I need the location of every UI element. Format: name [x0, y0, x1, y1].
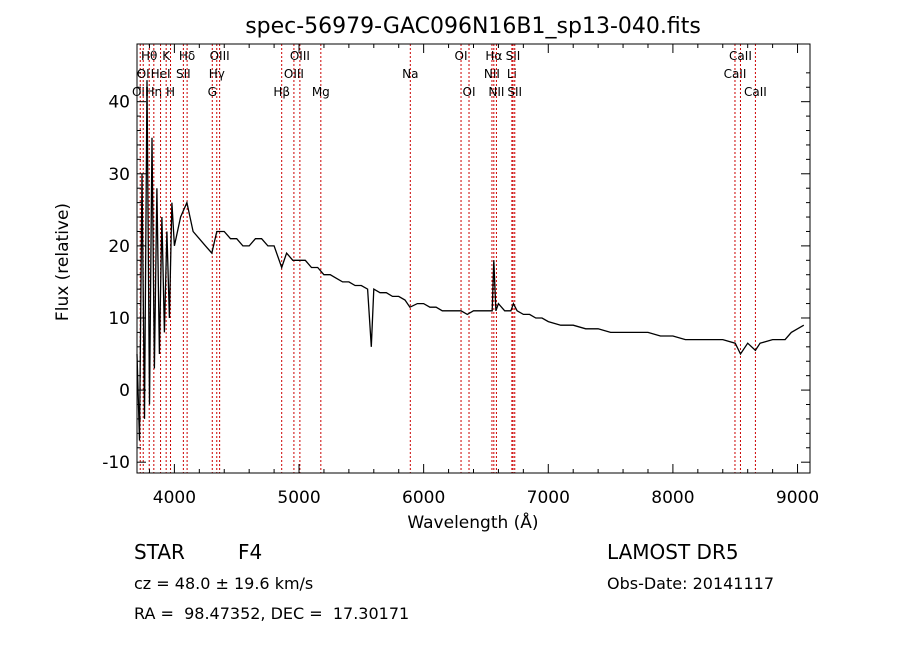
- line-marker-label-8: Hδ: [179, 49, 195, 63]
- object-subclass: F4: [238, 540, 263, 564]
- survey-name: LAMOST DR5: [607, 540, 739, 564]
- obs-date: Obs-Date: 20141117: [607, 574, 775, 593]
- line-marker-label-13: OIII: [284, 67, 304, 81]
- y-tick-label: 40: [108, 93, 130, 113]
- line-marker-label-1: OI: [137, 67, 150, 81]
- line-marker-label-2: Hθ: [141, 49, 157, 63]
- line-marker-label-7: SII: [176, 67, 191, 81]
- line-marker-label-5: K: [162, 49, 171, 63]
- line-marker-label-12: Hβ: [273, 85, 290, 99]
- x-tick-label: 9000: [776, 488, 819, 508]
- line-marker-label-18: OI: [463, 85, 476, 99]
- plot-frame: [136, 43, 811, 474]
- line-marks: OIIOIHθHηHeIKHSIIHδGHγOIIIHβOIIIOIIIMgNa…: [132, 44, 767, 473]
- coordinates: RA = 98.47352, DEC = 17.30171: [134, 604, 410, 623]
- line-marker-label-9: G: [208, 85, 217, 99]
- x-tick-label: 5000: [277, 488, 320, 508]
- line-marker-label-27: CaII: [744, 85, 767, 99]
- x-axis-label: Wavelength (Å): [407, 511, 538, 533]
- line-marker-label-25: CaII: [724, 67, 747, 81]
- line-marker-label-23: SII: [506, 49, 521, 63]
- line-marker-label-22: Li: [507, 67, 517, 81]
- x-axis: 4000 5000 6000 7000 8000 9000: [148, 44, 819, 508]
- spectrum-line: [136, 80, 805, 441]
- line-marker-label-4: HeI: [151, 67, 171, 81]
- line-marker-label-0: OII: [132, 85, 149, 99]
- y-tick-label: 0: [119, 381, 130, 401]
- y-tick-label: 30: [108, 165, 130, 185]
- object-class: STAR: [134, 540, 185, 564]
- line-marker-label-3: Hη: [146, 85, 163, 99]
- y-tick-label: 10: [108, 309, 130, 329]
- line-marker-label-15: Mg: [312, 85, 330, 99]
- line-marker-label-10: Hγ: [209, 67, 225, 81]
- x-tick-label: 8000: [651, 488, 694, 508]
- line-marker-label-20: Hα: [485, 49, 502, 63]
- line-marker-label-16: Na: [402, 67, 418, 81]
- x-tick-label: 7000: [527, 488, 570, 508]
- chart-title: spec-56979-GAC096N16B1_sp13-040.fits: [245, 14, 701, 39]
- spectrum-chart: spec-56979-GAC096N16B1_sp13-040.fits OII…: [53, 14, 819, 533]
- line-marker-label-21: NII: [488, 85, 504, 99]
- y-axis: -10 0 10 20 30 40: [102, 72, 810, 473]
- line-marker-label-24: SII: [507, 85, 522, 99]
- line-marker-label-19: NII: [484, 67, 500, 81]
- line-marker-label-14: OIII: [290, 49, 310, 63]
- x-tick-label: 6000: [402, 488, 445, 508]
- y-tick-label: -10: [102, 453, 130, 473]
- y-axis-label: Flux (relative): [53, 203, 73, 321]
- x-tick-label: 4000: [153, 488, 196, 508]
- line-marker-label-26: CaII: [729, 49, 752, 63]
- line-marker-label-17: OI: [455, 49, 468, 63]
- y-tick-label: 20: [108, 237, 130, 257]
- line-marker-label-6: H: [166, 85, 175, 99]
- velocity-readout: cz = 48.0 ± 19.6 km/s: [134, 574, 314, 593]
- line-marker-label-11: OIII: [210, 49, 230, 63]
